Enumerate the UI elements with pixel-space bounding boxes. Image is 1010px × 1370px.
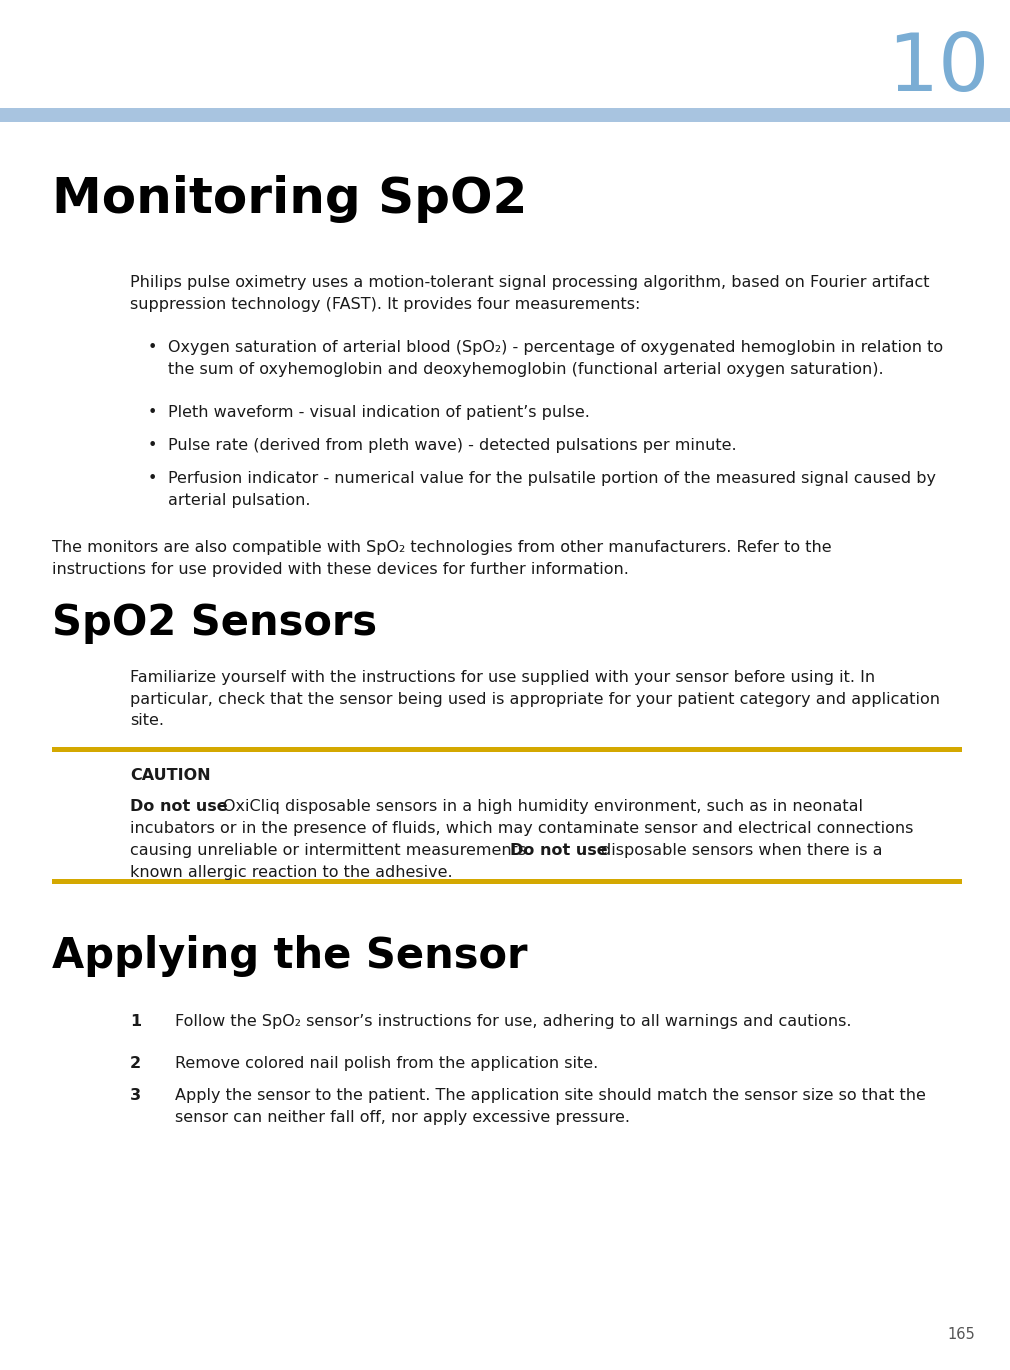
Text: •: •: [148, 406, 158, 421]
Text: CAUTION: CAUTION: [130, 769, 211, 784]
Text: Do not use: Do not use: [130, 799, 227, 814]
Text: known allergic reaction to the adhesive.: known allergic reaction to the adhesive.: [130, 864, 452, 880]
Text: Do not use: Do not use: [510, 843, 608, 858]
Text: 165: 165: [947, 1328, 975, 1343]
Text: Familiarize yourself with the instructions for use supplied with your sensor bef: Familiarize yourself with the instructio…: [130, 670, 940, 729]
Text: Philips pulse oximetry uses a motion-tolerant signal processing algorithm, based: Philips pulse oximetry uses a motion-tol…: [130, 275, 929, 311]
Text: The monitors are also compatible with SpO₂ technologies from other manufacturers: The monitors are also compatible with Sp…: [52, 540, 831, 577]
Text: 10: 10: [888, 30, 990, 108]
Text: Perfusion indicator - numerical value for the pulsatile portion of the measured : Perfusion indicator - numerical value fo…: [168, 471, 936, 508]
Text: Pulse rate (derived from pleth wave) - detected pulsations per minute.: Pulse rate (derived from pleth wave) - d…: [168, 438, 736, 453]
Text: OxiCliq disposable sensors in a high humidity environment, such as in neonatal: OxiCliq disposable sensors in a high hum…: [223, 799, 863, 814]
Bar: [52, 747, 962, 752]
Text: Monitoring SpO2: Monitoring SpO2: [52, 175, 527, 223]
Text: 1: 1: [130, 1014, 141, 1029]
Text: 2: 2: [130, 1056, 141, 1071]
Text: Applying the Sensor: Applying the Sensor: [52, 934, 527, 977]
Text: disposable sensors when there is a: disposable sensors when there is a: [601, 843, 883, 858]
Text: Follow the SpO₂ sensor’s instructions for use, adhering to all warnings and caut: Follow the SpO₂ sensor’s instructions fo…: [175, 1014, 851, 1029]
Text: •: •: [148, 438, 158, 453]
Text: 3: 3: [130, 1088, 141, 1103]
Bar: [0, 108, 1010, 122]
Text: Oxygen saturation of arterial blood (SpO₂) - percentage of oxygenated hemoglobin: Oxygen saturation of arterial blood (SpO…: [168, 340, 943, 377]
Text: •: •: [148, 471, 158, 486]
Bar: [52, 880, 962, 884]
Text: causing unreliable or intermittent measurements.: causing unreliable or intermittent measu…: [130, 843, 536, 858]
Text: SpO2 Sensors: SpO2 Sensors: [52, 601, 377, 644]
Text: Apply the sensor to the patient. The application site should match the sensor si: Apply the sensor to the patient. The app…: [175, 1088, 926, 1125]
Text: •: •: [148, 340, 158, 355]
Text: Remove colored nail polish from the application site.: Remove colored nail polish from the appl…: [175, 1056, 598, 1071]
Text: Pleth waveform - visual indication of patient’s pulse.: Pleth waveform - visual indication of pa…: [168, 406, 590, 421]
Text: incubators or in the presence of fluids, which may contaminate sensor and electr: incubators or in the presence of fluids,…: [130, 821, 913, 836]
